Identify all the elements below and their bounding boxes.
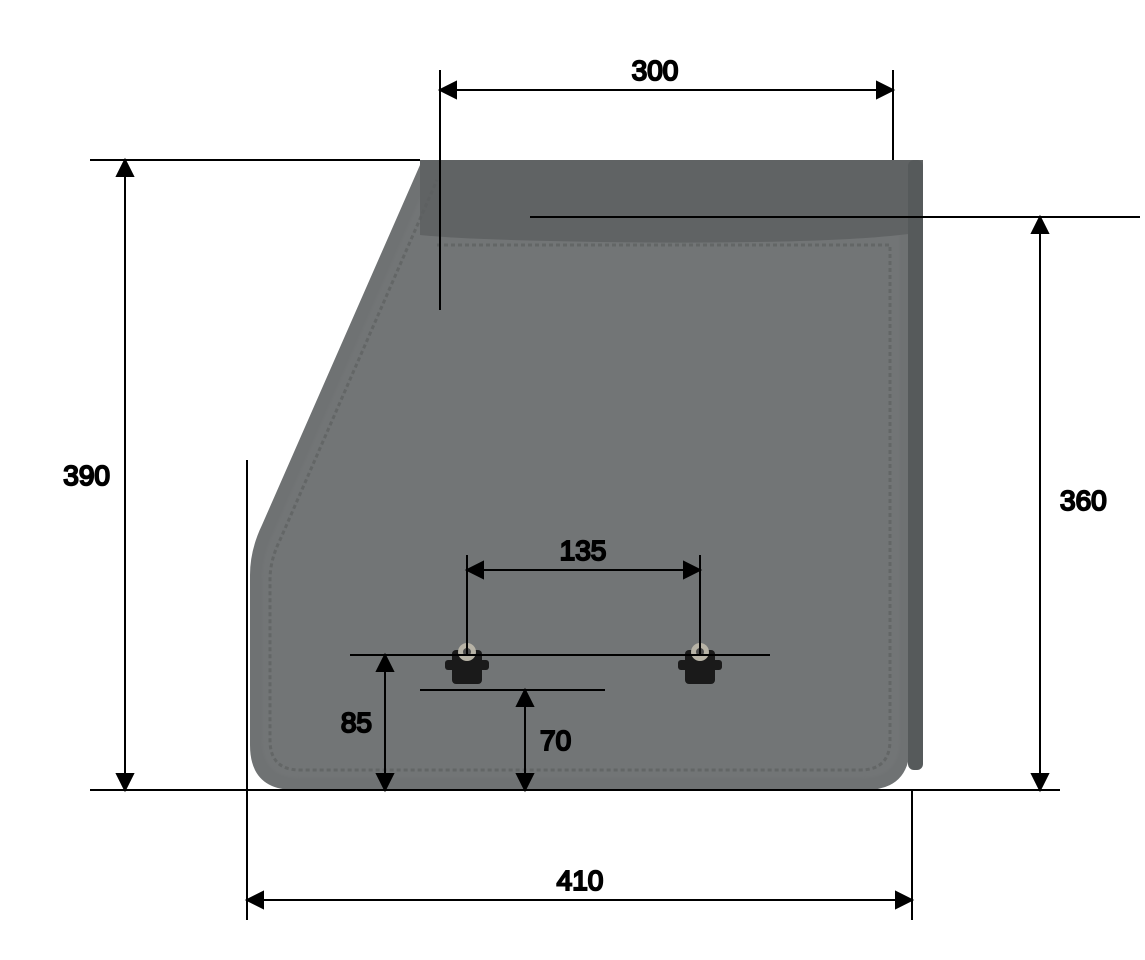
dim-bottom-410-label: 410: [557, 865, 604, 896]
dim-right-360-label: 360: [1060, 485, 1107, 516]
dim-left-390-label: 390: [63, 460, 110, 491]
dim-85-label: 85: [341, 707, 372, 738]
dim-stud-135-label: 135: [560, 535, 607, 566]
dim-70-label: 70: [540, 725, 571, 756]
bag-side-strap: [908, 160, 923, 770]
bag-flap: [420, 160, 923, 243]
bag-body-highlight: [262, 175, 900, 778]
dim-top-300-label: 300: [632, 55, 679, 86]
bag: [250, 160, 923, 790]
